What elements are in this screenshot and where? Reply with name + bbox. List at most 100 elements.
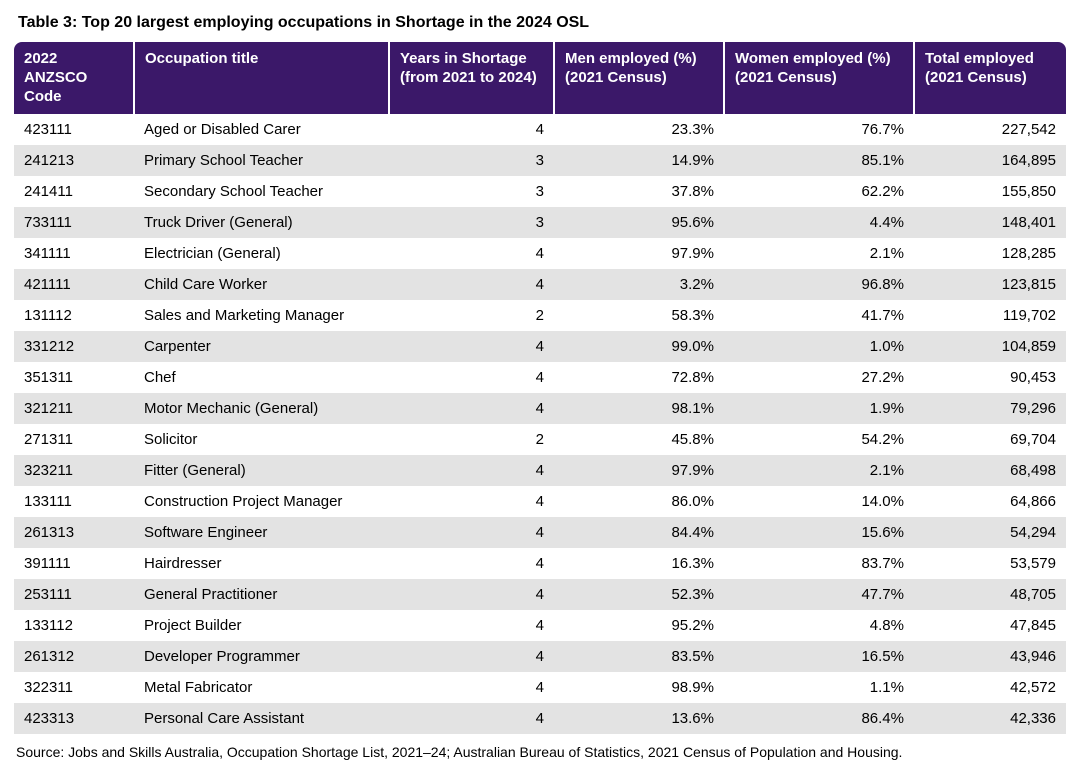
- table-cell: 98.1%: [554, 393, 724, 424]
- table-cell: 83.5%: [554, 641, 724, 672]
- table-cell: 351311: [14, 362, 134, 393]
- table-row: 391111Hairdresser416.3%83.7%53,579: [14, 548, 1066, 579]
- table-cell: 41.7%: [724, 300, 914, 331]
- table-header: 2022 ANZSCOCodeOccupation titleYears in …: [14, 42, 1066, 114]
- table-cell: 23.3%: [554, 114, 724, 145]
- table-cell: 3: [389, 176, 554, 207]
- table-cell: 3.2%: [554, 269, 724, 300]
- table-cell: 68,498: [914, 455, 1066, 486]
- table-row: 733111Truck Driver (General)395.6%4.4%14…: [14, 207, 1066, 238]
- table-cell: Personal Care Assistant: [134, 703, 389, 734]
- table-cell: 64,866: [914, 486, 1066, 517]
- table-cell: 14.0%: [724, 486, 914, 517]
- table-cell: Child Care Worker: [134, 269, 389, 300]
- table-cell: 4: [389, 610, 554, 641]
- table-cell: 43,946: [914, 641, 1066, 672]
- table-cell: 4: [389, 641, 554, 672]
- column-header: Women employed (%)(2021 Census): [724, 42, 914, 114]
- table-title: Table 3: Top 20 largest employing occupa…: [18, 14, 1066, 32]
- table-cell: 119,702: [914, 300, 1066, 331]
- column-header: Men employed (%)(2021 Census): [554, 42, 724, 114]
- table-row: 421111Child Care Worker43.2%96.8%123,815: [14, 269, 1066, 300]
- table-row: 271311Solicitor245.8%54.2%69,704: [14, 424, 1066, 455]
- table-cell: 227,542: [914, 114, 1066, 145]
- column-header-line2: (2021 Census): [925, 69, 1056, 88]
- table-cell: 133111: [14, 486, 134, 517]
- table-cell: 123,815: [914, 269, 1066, 300]
- table-row: 133112Project Builder495.2%4.8%47,845: [14, 610, 1066, 641]
- table-cell: Motor Mechanic (General): [134, 393, 389, 424]
- table-cell: 97.9%: [554, 238, 724, 269]
- table-cell: 27.2%: [724, 362, 914, 393]
- table-cell: 4: [389, 269, 554, 300]
- table-cell: Carpenter: [134, 331, 389, 362]
- table-cell: 53,579: [914, 548, 1066, 579]
- table-row: 241213Primary School Teacher314.9%85.1%1…: [14, 145, 1066, 176]
- shortage-table: 2022 ANZSCOCodeOccupation titleYears in …: [14, 42, 1066, 734]
- table-row: 261312Developer Programmer483.5%16.5%43,…: [14, 641, 1066, 672]
- table-cell: 423313: [14, 703, 134, 734]
- table-cell: 148,401: [914, 207, 1066, 238]
- column-header-line2: Code: [24, 88, 123, 107]
- table-row: 253111General Practitioner452.3%47.7%48,…: [14, 579, 1066, 610]
- table-cell: 54.2%: [724, 424, 914, 455]
- table-cell: 4: [389, 393, 554, 424]
- table-body: 423111Aged or Disabled Carer423.3%76.7%2…: [14, 114, 1066, 734]
- table-cell: 83.7%: [724, 548, 914, 579]
- table-cell: 48,705: [914, 579, 1066, 610]
- table-cell: 45.8%: [554, 424, 724, 455]
- table-cell: 76.7%: [724, 114, 914, 145]
- table-cell: 4: [389, 548, 554, 579]
- column-header-line1: 2022 ANZSCO: [24, 50, 123, 88]
- table-row: 321211Motor Mechanic (General)498.1%1.9%…: [14, 393, 1066, 424]
- table-cell: 341111: [14, 238, 134, 269]
- table-cell: Software Engineer: [134, 517, 389, 548]
- table-cell: 128,285: [914, 238, 1066, 269]
- table-cell: 323211: [14, 455, 134, 486]
- table-row: 131112Sales and Marketing Manager258.3%4…: [14, 300, 1066, 331]
- table-cell: 261313: [14, 517, 134, 548]
- table-cell: Electrician (General): [134, 238, 389, 269]
- table-row: 341111Electrician (General)497.9%2.1%128…: [14, 238, 1066, 269]
- table-cell: 69,704: [914, 424, 1066, 455]
- table-cell: Chef: [134, 362, 389, 393]
- table-cell: 4: [389, 486, 554, 517]
- column-header-line2: (2021 Census): [735, 69, 903, 88]
- column-header-line2: (2021 Census): [565, 69, 713, 88]
- table-row: 133111Construction Project Manager486.0%…: [14, 486, 1066, 517]
- table-cell: Fitter (General): [134, 455, 389, 486]
- table-row: 261313Software Engineer484.4%15.6%54,294: [14, 517, 1066, 548]
- table-cell: 4: [389, 114, 554, 145]
- table-cell: 4: [389, 517, 554, 548]
- table-cell: 47,845: [914, 610, 1066, 641]
- table-cell: 4: [389, 331, 554, 362]
- table-cell: 85.1%: [724, 145, 914, 176]
- table-cell: 2.1%: [724, 455, 914, 486]
- column-header-line1: Women employed (%): [735, 50, 903, 69]
- table-cell: 321211: [14, 393, 134, 424]
- table-cell: 2: [389, 300, 554, 331]
- table-cell: Solicitor: [134, 424, 389, 455]
- table-cell: 2.1%: [724, 238, 914, 269]
- table-cell: 391111: [14, 548, 134, 579]
- table-cell: 133112: [14, 610, 134, 641]
- table-cell: 13.6%: [554, 703, 724, 734]
- table-row: 331212Carpenter499.0%1.0%104,859: [14, 331, 1066, 362]
- table-cell: 96.8%: [724, 269, 914, 300]
- table-cell: 131112: [14, 300, 134, 331]
- table-cell: 47.7%: [724, 579, 914, 610]
- table-cell: 99.0%: [554, 331, 724, 362]
- table-cell: 331212: [14, 331, 134, 362]
- table-cell: Sales and Marketing Manager: [134, 300, 389, 331]
- table-row: 423111Aged or Disabled Carer423.3%76.7%2…: [14, 114, 1066, 145]
- table-cell: 2: [389, 424, 554, 455]
- table-cell: 164,895: [914, 145, 1066, 176]
- table-cell: 90,453: [914, 362, 1066, 393]
- table-cell: 3: [389, 145, 554, 176]
- table-cell: 15.6%: [724, 517, 914, 548]
- table-cell: 4.8%: [724, 610, 914, 641]
- table-cell: 733111: [14, 207, 134, 238]
- table-cell: 3: [389, 207, 554, 238]
- table-cell: 86.4%: [724, 703, 914, 734]
- table-cell: 14.9%: [554, 145, 724, 176]
